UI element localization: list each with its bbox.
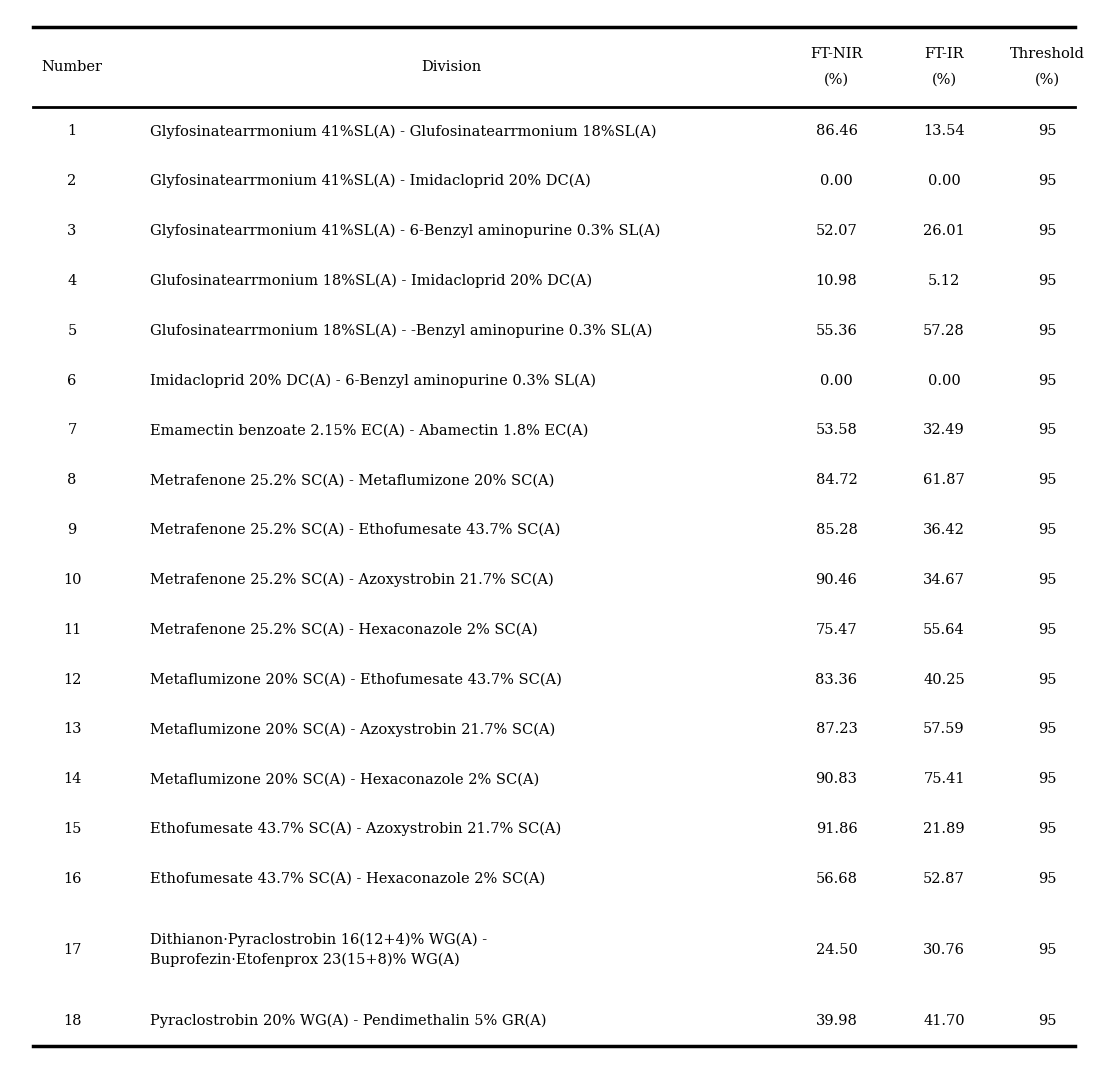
Text: 12: 12	[63, 673, 81, 687]
Text: 30.76: 30.76	[923, 943, 965, 957]
Text: 5: 5	[68, 324, 76, 338]
Text: 0.00: 0.00	[820, 374, 853, 388]
Text: 95: 95	[1038, 623, 1056, 637]
Text: 95: 95	[1038, 424, 1056, 438]
Text: 91.86: 91.86	[815, 822, 858, 836]
Text: 52.87: 52.87	[923, 872, 965, 886]
Text: 10.98: 10.98	[815, 274, 858, 288]
Text: 95: 95	[1038, 473, 1056, 488]
Text: 41.70: 41.70	[923, 1014, 965, 1028]
Text: 55.64: 55.64	[923, 623, 965, 637]
Text: 57.28: 57.28	[923, 324, 965, 338]
Text: 95: 95	[1038, 822, 1056, 836]
Text: 36.42: 36.42	[923, 523, 965, 537]
Text: 95: 95	[1038, 125, 1056, 138]
Text: 95: 95	[1038, 772, 1056, 786]
Text: 40.25: 40.25	[923, 673, 965, 687]
Text: 10: 10	[63, 573, 81, 587]
Text: 85.28: 85.28	[815, 523, 858, 537]
Text: 3: 3	[68, 224, 76, 239]
Text: Glyfosinatearrmonium 41%SL(A) - Imidacloprid 20% DC(A): Glyfosinatearrmonium 41%SL(A) - Imidaclo…	[150, 174, 591, 189]
Text: 95: 95	[1038, 673, 1056, 687]
Text: (%): (%)	[932, 72, 956, 86]
Text: 13: 13	[63, 722, 81, 736]
Text: FT-NIR: FT-NIR	[810, 47, 863, 61]
Text: Glyfosinatearrmonium 41%SL(A) - Glufosinatearrmonium 18%SL(A): Glyfosinatearrmonium 41%SL(A) - Glufosin…	[150, 125, 656, 138]
Text: 52.07: 52.07	[815, 224, 858, 239]
Text: 34.67: 34.67	[923, 573, 965, 587]
Text: 95: 95	[1038, 722, 1056, 736]
Text: Pyraclostrobin 20% WG(A) - Pendimethalin 5% GR(A): Pyraclostrobin 20% WG(A) - Pendimethalin…	[150, 1014, 546, 1028]
Text: 95: 95	[1038, 175, 1056, 189]
Text: 24.50: 24.50	[815, 943, 858, 957]
Text: Ethofumesate 43.7% SC(A) - Hexaconazole 2% SC(A): Ethofumesate 43.7% SC(A) - Hexaconazole …	[150, 872, 545, 886]
Text: 0.00: 0.00	[820, 175, 853, 189]
Text: 95: 95	[1038, 872, 1056, 886]
Text: 6: 6	[68, 374, 76, 388]
Text: 75.41: 75.41	[923, 772, 965, 786]
Text: 32.49: 32.49	[923, 424, 965, 438]
Text: 13.54: 13.54	[923, 125, 965, 138]
Text: 75.47: 75.47	[815, 623, 858, 637]
Text: Metrafenone 25.2% SC(A) - Ethofumesate 43.7% SC(A): Metrafenone 25.2% SC(A) - Ethofumesate 4…	[150, 523, 560, 537]
Text: 61.87: 61.87	[923, 473, 965, 488]
Text: 15: 15	[63, 822, 81, 836]
Text: 16: 16	[63, 872, 81, 886]
Text: 14: 14	[63, 772, 81, 786]
Text: 95: 95	[1038, 324, 1056, 338]
Text: Metrafenone 25.2% SC(A) - Azoxystrobin 21.7% SC(A): Metrafenone 25.2% SC(A) - Azoxystrobin 2…	[150, 573, 553, 587]
Text: 18: 18	[63, 1014, 81, 1028]
Text: 57.59: 57.59	[923, 722, 965, 736]
Text: 83.36: 83.36	[815, 673, 858, 687]
Text: Glyfosinatearrmonium 41%SL(A) - 6-Benzyl aminopurine 0.3% SL(A): Glyfosinatearrmonium 41%SL(A) - 6-Benzyl…	[150, 224, 660, 239]
Text: Emamectin benzoate 2.15% EC(A) - Abamectin 1.8% EC(A): Emamectin benzoate 2.15% EC(A) - Abamect…	[150, 424, 588, 438]
Text: 39.98: 39.98	[815, 1014, 858, 1028]
Text: Threshold: Threshold	[1009, 47, 1085, 61]
Text: 1: 1	[68, 125, 76, 138]
Text: Glufosinatearrmonium 18%SL(A) - Imidacloprid 20% DC(A): Glufosinatearrmonium 18%SL(A) - Imidaclo…	[150, 274, 592, 289]
Text: 95: 95	[1038, 374, 1056, 388]
Text: 5.12: 5.12	[927, 274, 961, 288]
Text: 7: 7	[68, 424, 76, 438]
Text: 53.58: 53.58	[815, 424, 858, 438]
Text: 17: 17	[63, 943, 81, 957]
Text: 95: 95	[1038, 224, 1056, 239]
Text: 21.89: 21.89	[923, 822, 965, 836]
Text: Dithianon·Pyraclostrobin 16(12+4)% WG(A) -
Buprofezin·Etofenprox 23(15+8)% WG(A): Dithianon·Pyraclostrobin 16(12+4)% WG(A)…	[150, 933, 486, 967]
Text: Metaflumizone 20% SC(A) - Azoxystrobin 21.7% SC(A): Metaflumizone 20% SC(A) - Azoxystrobin 2…	[150, 722, 555, 737]
Text: 11: 11	[63, 623, 81, 637]
Text: 90.46: 90.46	[815, 573, 858, 587]
Text: 4: 4	[68, 274, 76, 288]
Text: 26.01: 26.01	[923, 224, 965, 239]
Text: Metaflumizone 20% SC(A) - Hexaconazole 2% SC(A): Metaflumizone 20% SC(A) - Hexaconazole 2…	[150, 772, 538, 786]
Text: 95: 95	[1038, 943, 1056, 957]
Text: 86.46: 86.46	[815, 125, 858, 138]
Text: (%): (%)	[1035, 72, 1059, 86]
Text: Metaflumizone 20% SC(A) - Ethofumesate 43.7% SC(A): Metaflumizone 20% SC(A) - Ethofumesate 4…	[150, 673, 562, 687]
Text: 95: 95	[1038, 573, 1056, 587]
Text: 0.00: 0.00	[927, 175, 961, 189]
Text: Glufosinatearrmonium 18%SL(A) - -Benzyl aminopurine 0.3% SL(A): Glufosinatearrmonium 18%SL(A) - -Benzyl …	[150, 324, 652, 338]
Text: FT-IR: FT-IR	[924, 47, 964, 61]
Text: Metrafenone 25.2% SC(A) - Metaflumizone 20% SC(A): Metrafenone 25.2% SC(A) - Metaflumizone …	[150, 473, 554, 488]
Text: Imidacloprid 20% DC(A) - 6-Benzyl aminopurine 0.3% SL(A): Imidacloprid 20% DC(A) - 6-Benzyl aminop…	[150, 374, 596, 388]
Text: 90.83: 90.83	[815, 772, 858, 786]
Text: 95: 95	[1038, 274, 1056, 288]
Text: 95: 95	[1038, 1014, 1056, 1028]
Text: Ethofumesate 43.7% SC(A) - Azoxystrobin 21.7% SC(A): Ethofumesate 43.7% SC(A) - Azoxystrobin …	[150, 822, 561, 836]
Text: Metrafenone 25.2% SC(A) - Hexaconazole 2% SC(A): Metrafenone 25.2% SC(A) - Hexaconazole 2…	[150, 623, 537, 637]
Text: 9: 9	[68, 523, 76, 537]
Text: 0.00: 0.00	[927, 374, 961, 388]
Text: 84.72: 84.72	[815, 473, 858, 488]
Text: 95: 95	[1038, 523, 1056, 537]
Text: 55.36: 55.36	[815, 324, 858, 338]
Text: 56.68: 56.68	[815, 872, 858, 886]
Text: 87.23: 87.23	[815, 722, 858, 736]
Text: Division: Division	[421, 60, 482, 73]
Text: Number: Number	[41, 60, 103, 73]
Text: 8: 8	[68, 473, 76, 488]
Text: 2: 2	[68, 175, 76, 189]
Text: (%): (%)	[824, 72, 849, 86]
